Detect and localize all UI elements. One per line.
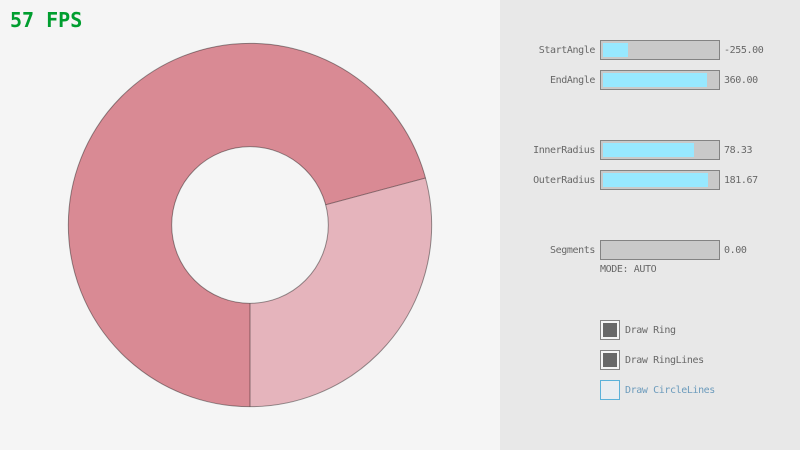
outer-radius-value: 181.67: [724, 175, 758, 186]
fps-counter: 57 FPS: [10, 8, 83, 32]
draw-circlelines-label: Draw CircleLines: [625, 385, 715, 396]
ring-sector-single: [250, 177, 432, 407]
draw-ringlines-checkbox[interactable]: [600, 350, 620, 370]
ring-sector-double: [68, 43, 426, 407]
slider-row-segments: Segments 0.00: [500, 240, 800, 260]
slider-row-outer-radius: OuterRadius 181.67: [500, 170, 800, 190]
slider-row-end-angle: EndAngle 360.00: [500, 70, 800, 90]
inner-radius-slider[interactable]: [600, 140, 720, 160]
outer-radius-slider-fill: [603, 173, 709, 187]
segments-label: Segments: [550, 245, 595, 256]
checkbox-row-draw-ringlines: Draw RingLines: [600, 350, 800, 370]
draw-ring-label: Draw Ring: [625, 325, 676, 336]
end-angle-value: 360.00: [724, 75, 758, 86]
outer-radius-label: OuterRadius: [533, 175, 595, 186]
start-angle-value: -255.00: [724, 45, 764, 56]
draw-ringlines-label: Draw RingLines: [625, 355, 704, 366]
ring-inner-line: [171, 146, 329, 304]
end-angle-label: EndAngle: [550, 75, 595, 86]
inner-radius-slider-fill: [603, 143, 694, 157]
start-angle-label: StartAngle: [538, 45, 596, 56]
inner-radius-label: InnerRadius: [533, 145, 595, 156]
segments-value: 0.00: [724, 245, 747, 256]
checkbox-row-draw-circlelines: Draw CircleLines: [600, 380, 800, 400]
slider-row-start-angle: StartAngle -255.00: [500, 40, 800, 60]
ring-end-angle-line: [325, 177, 426, 206]
outer-radius-slider[interactable]: [600, 170, 720, 190]
draw-ringlines-checkmark: [603, 353, 617, 367]
segments-mode-text: MODE: AUTO: [600, 264, 657, 275]
draw-circlelines-checkbox[interactable]: [600, 380, 620, 400]
start-angle-slider-fill: [603, 43, 629, 57]
end-angle-slider[interactable]: [600, 70, 720, 90]
start-angle-slider[interactable]: [600, 40, 720, 60]
ring-outer-line: [67, 42, 433, 408]
inner-radius-value: 78.33: [724, 145, 753, 156]
control-panel: StartAngle -255.00 EndAngle 360.00 Inner…: [500, 0, 800, 450]
end-angle-slider-fill: [603, 73, 708, 87]
checkbox-row-draw-ring: Draw Ring: [600, 320, 800, 340]
draw-ring-checkbox[interactable]: [600, 320, 620, 340]
segments-slider[interactable]: [600, 240, 720, 260]
slider-row-inner-radius: InnerRadius 78.33: [500, 140, 800, 160]
draw-ring-checkmark: [603, 323, 617, 337]
